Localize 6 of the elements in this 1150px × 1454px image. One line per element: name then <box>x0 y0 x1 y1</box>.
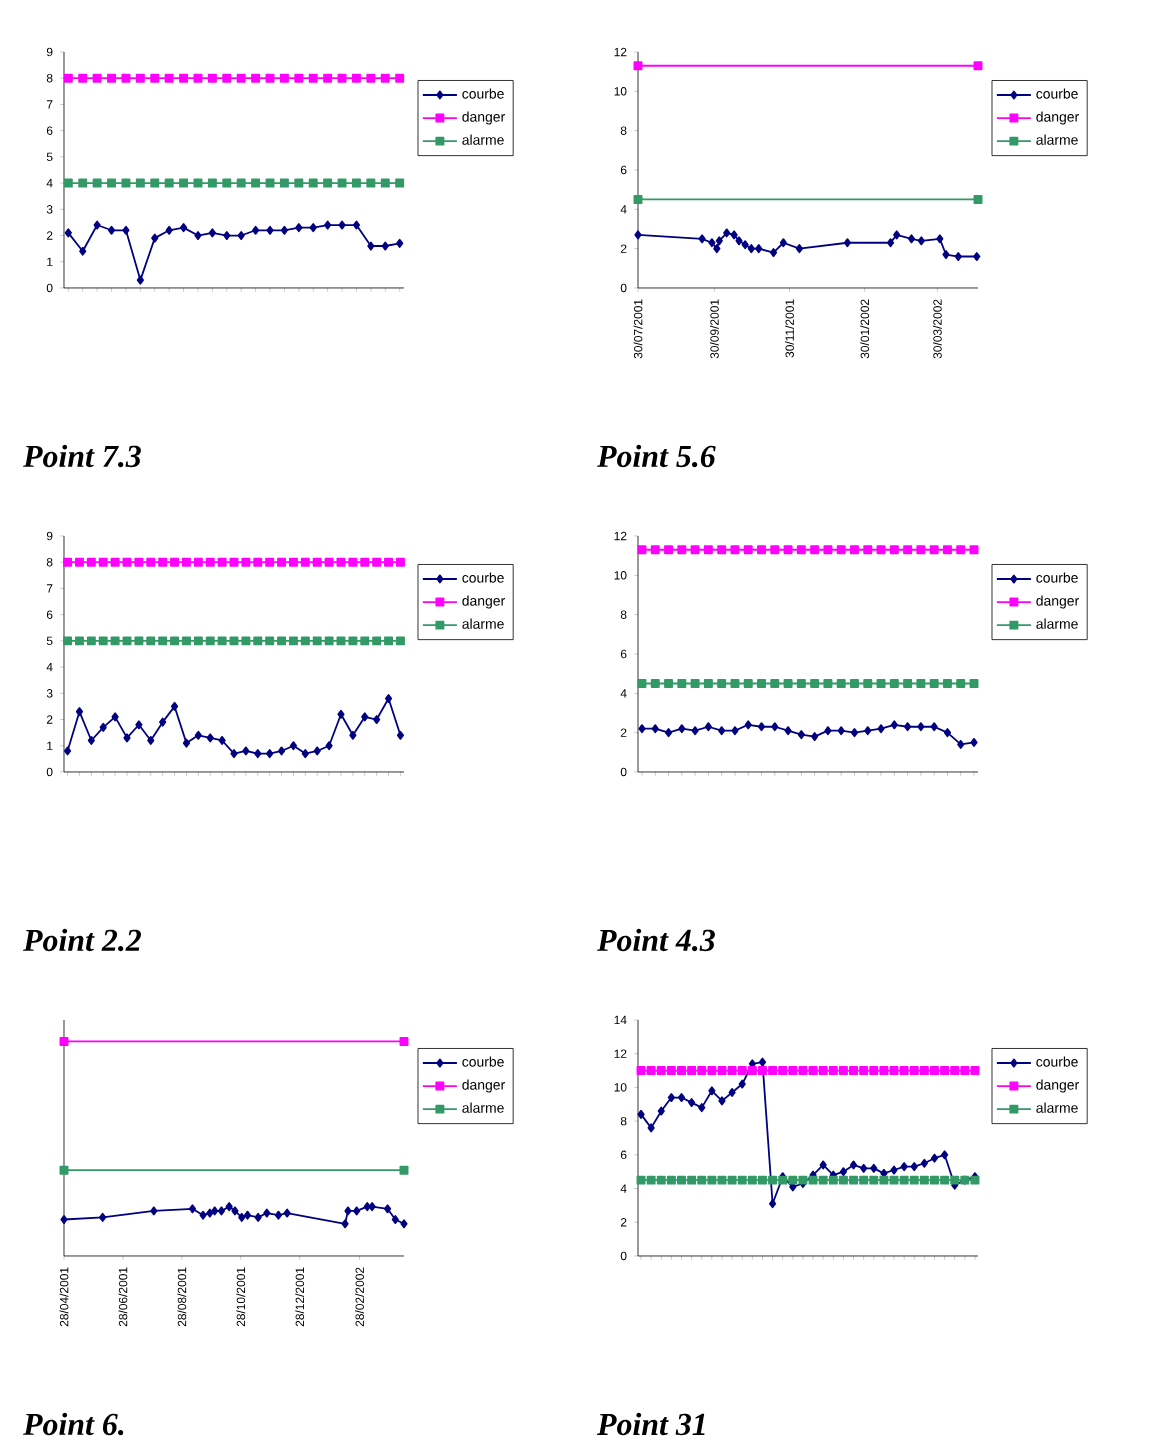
text: Point 31 <box>597 1412 705 1436</box>
text: Point 2.2 <box>23 928 142 952</box>
text: Point 5.6 <box>597 444 716 468</box>
text: Point 7.3 <box>23 444 141 468</box>
text: Point 4.3 <box>597 928 715 952</box>
text: Point 6. <box>23 1412 124 1436</box>
